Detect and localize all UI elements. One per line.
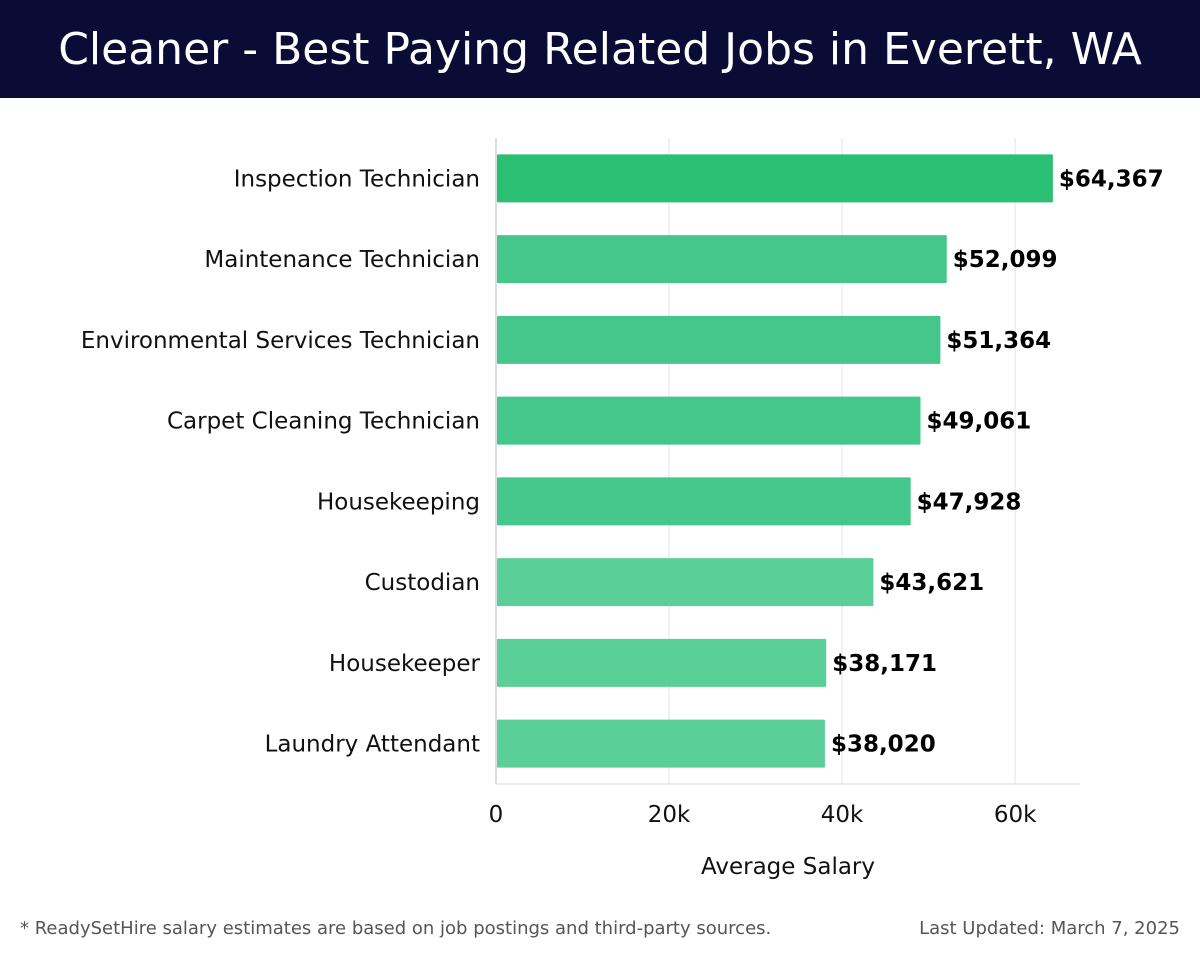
bar-chart: Inspection Technician Maintenance Technic… — [81, 138, 1164, 880]
value-labels: $64,367 $52,099 $51,364 $49,061 $47,928 $43,6… — [831, 166, 1164, 757]
category-label: Carpet Cleaning Technician — [167, 409, 480, 435]
category-labels: Inspection Technician Maintenance Technic… — [81, 166, 481, 757]
category-label: Housekeeper — [329, 651, 481, 677]
category-label: Housekeeping — [317, 489, 480, 515]
category-label: Laundry Attendant — [265, 732, 480, 758]
value-label: $38,020 — [831, 732, 936, 758]
value-label: $47,928 — [917, 489, 1022, 515]
value-label: $49,061 — [926, 409, 1031, 435]
value-label: $52,099 — [953, 247, 1058, 273]
x-axis-ticks: 0 20k 40k 60k — [489, 802, 1037, 828]
x-tick-label: 60k — [994, 802, 1037, 828]
category-label: Custodian — [365, 570, 480, 596]
gridlines — [495, 138, 1080, 785]
bar — [497, 235, 947, 284]
bar — [497, 719, 825, 768]
bar — [497, 638, 827, 687]
bar — [497, 558, 874, 607]
category-label: Environmental Services Technician — [81, 328, 480, 354]
category-label: Inspection Technician — [234, 166, 480, 192]
bars — [497, 154, 1053, 768]
chart-title: Cleaner - Best Paying Related Jobs in Ev… — [58, 23, 1142, 75]
value-label: $64,367 — [1059, 166, 1164, 192]
bar — [497, 315, 941, 364]
x-axis-title: Average Salary — [701, 854, 875, 880]
chart-title-bar: Cleaner - Best Paying Related Jobs in Ev… — [0, 0, 1200, 98]
bar — [497, 154, 1053, 203]
value-label: $43,621 — [879, 570, 984, 596]
category-label: Maintenance Technician — [204, 247, 480, 273]
x-tick-label: 40k — [821, 802, 864, 828]
value-label: $51,364 — [946, 328, 1051, 354]
value-label: $38,171 — [832, 651, 937, 677]
bar — [497, 396, 921, 445]
bar — [497, 477, 911, 526]
x-tick-label: 0 — [489, 802, 504, 828]
last-updated: Last Updated: March 7, 2025 — [919, 918, 1180, 939]
x-tick-label: 20k — [648, 802, 691, 828]
footer-note: * ReadySetHire salary estimates are base… — [20, 918, 772, 939]
